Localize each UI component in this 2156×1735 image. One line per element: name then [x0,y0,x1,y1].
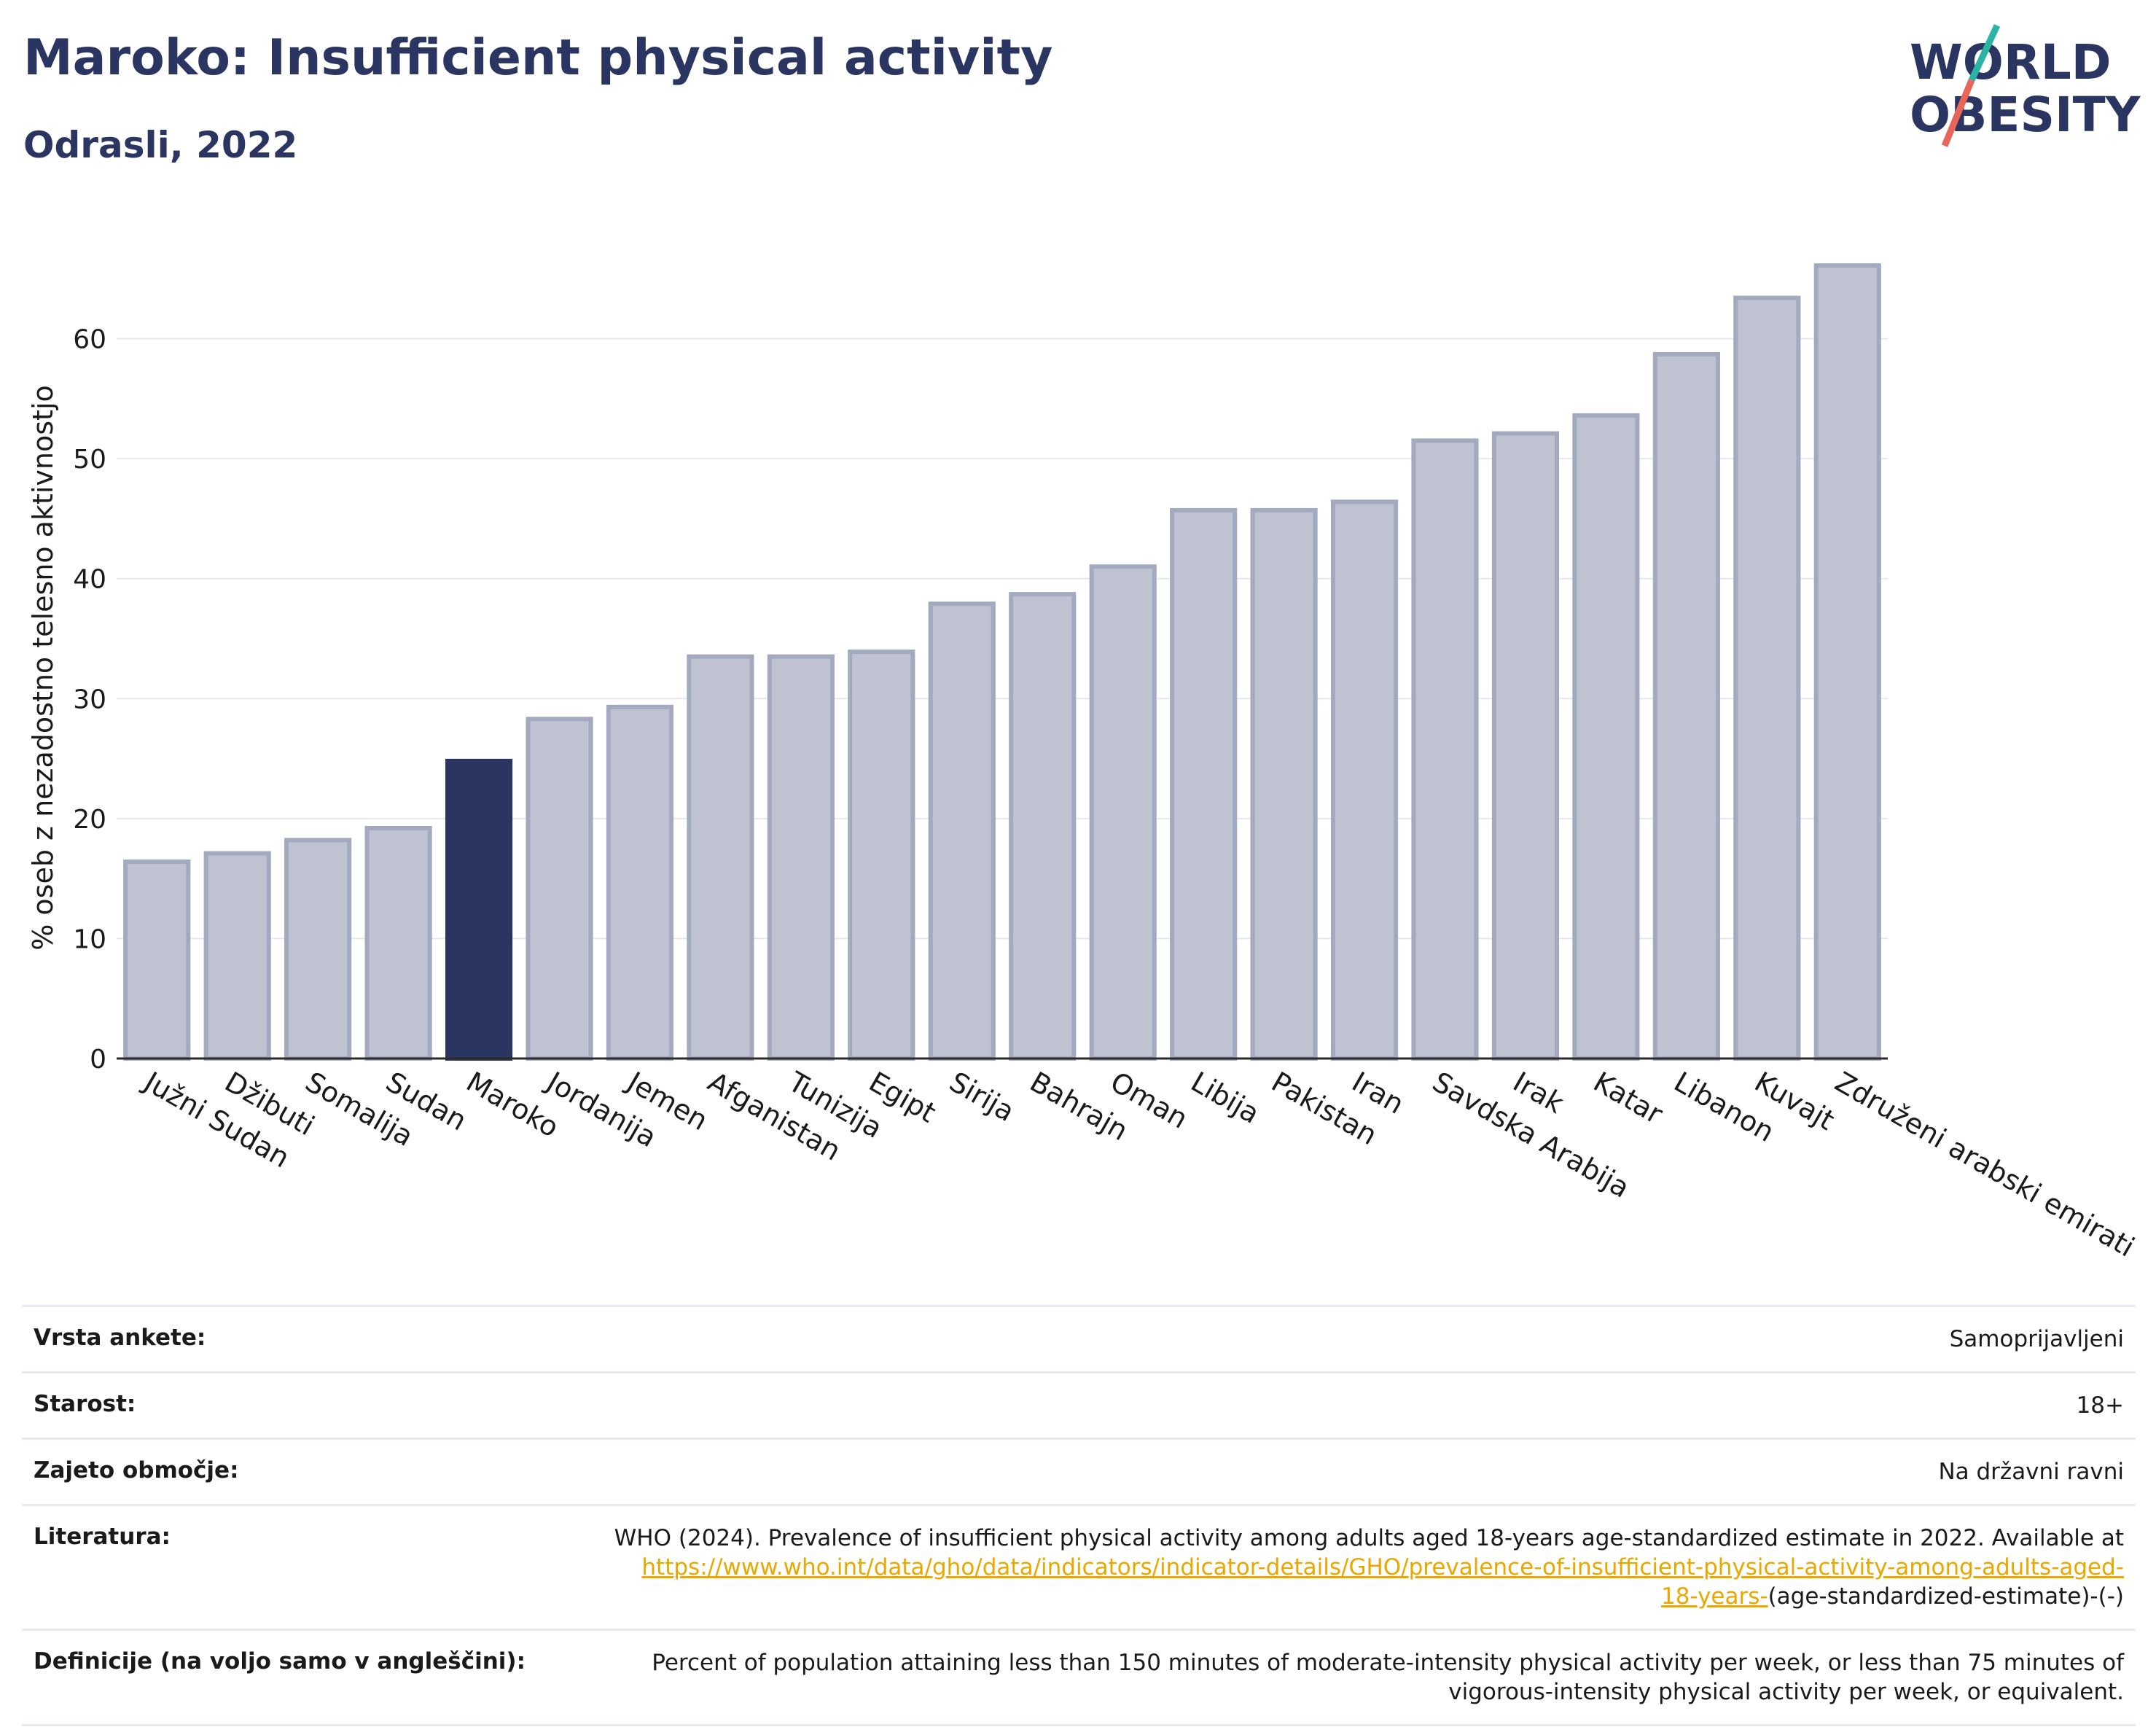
literature-suffix: (age-standardized-estimate)-(-) [1768,1583,2124,1610]
x-tick-label: Sirija [944,1066,1020,1128]
y-tick-label: 40 [73,565,106,595]
info-value: 18+ [599,1371,2136,1439]
bar [1652,351,1720,1061]
y-axis-label: % oseb z nezadostno telesno aktivnostjo [27,385,59,951]
y-tick-label: 50 [73,445,106,475]
bar [123,859,191,1061]
info-value: WHO (2024). Prevalence of insufficient p… [599,1504,2136,1630]
bar [1491,431,1560,1061]
bar [526,717,593,1061]
bar [1009,592,1077,1061]
bar [1813,263,1881,1061]
info-label: Literatura: [22,1504,599,1630]
logo-slash-bottom [1941,79,1975,147]
bar [445,758,513,1061]
info-value: Na državni ravni [599,1438,2136,1505]
logo-slash-top [1968,24,2001,82]
bar [1572,413,1640,1061]
info-row-age: Starost: 18+ [22,1371,2136,1439]
bars [123,263,1881,1061]
bar [1170,507,1238,1061]
info-label: Definicije (na voljo samo v angleščini): [22,1629,599,1726]
y-tick-label: 0 [90,1045,106,1075]
bar [1411,438,1479,1061]
bar [848,650,915,1061]
bar [364,826,432,1061]
y-tick-label: 20 [73,805,106,835]
bar [1733,295,1801,1061]
bar [687,654,754,1061]
info-row-survey: Vrsta ankete: Samoprijavljeni [22,1305,2136,1373]
bar [1330,499,1399,1061]
chart-subtitle: Odrasli, 2022 [23,124,298,166]
chart-title: Maroko: Insufficient physical activity [23,29,1053,87]
x-tick-label: Katar [1588,1066,1668,1131]
info-table: Vrsta ankete: Samoprijavljeni Starost: 1… [22,1305,2136,1726]
bar [284,838,352,1061]
info-value: Percent of population attaining less tha… [599,1629,2136,1726]
literature-link[interactable]: https://www.who.int/data/gho/data/indica… [641,1554,2124,1610]
literature-text: WHO (2024). Prevalence of insufficient p… [614,1525,2124,1551]
x-axis-ticks: Južni SudanDžibutiSomalijaSudanMarokoJor… [138,1065,2140,1263]
info-label: Zajeto območje: [22,1438,599,1505]
info-label: Vrsta ankete: [22,1305,599,1373]
bar [203,851,271,1061]
info-row-literature: Literatura: WHO (2024). Prevalence of in… [22,1504,2136,1630]
info-value: Samoprijavljeni [599,1305,2136,1373]
bar [1250,507,1318,1061]
y-tick-label: 60 [73,325,106,355]
info-row-definition: Definicije (na voljo samo v angleščini):… [22,1629,2136,1726]
bar [1089,564,1157,1061]
logo-line1: WORLD [1910,34,2112,90]
bar [928,601,996,1061]
y-tick-label: 30 [73,685,106,714]
x-tick-label: Maroko [461,1066,565,1144]
y-tick-label: 10 [73,924,106,954]
x-tick-label: Libija [1186,1066,1265,1130]
bar-chart: 0 10 20 30 40 50 60 Južni SudanDžibutiSomalija… [27,263,2140,1263]
info-row-coverage: Zajeto območje: Na državni ravni [22,1438,2136,1505]
bar [606,704,674,1061]
world-obesity-logo: WORLD OBESITY [1910,24,2141,147]
y-axis-ticks: 0 10 20 30 40 50 60 [73,325,106,1075]
bar [767,654,835,1061]
x-tick-label: Združeni arabski emirati [1829,1066,2140,1263]
info-label: Starost: [22,1371,599,1439]
